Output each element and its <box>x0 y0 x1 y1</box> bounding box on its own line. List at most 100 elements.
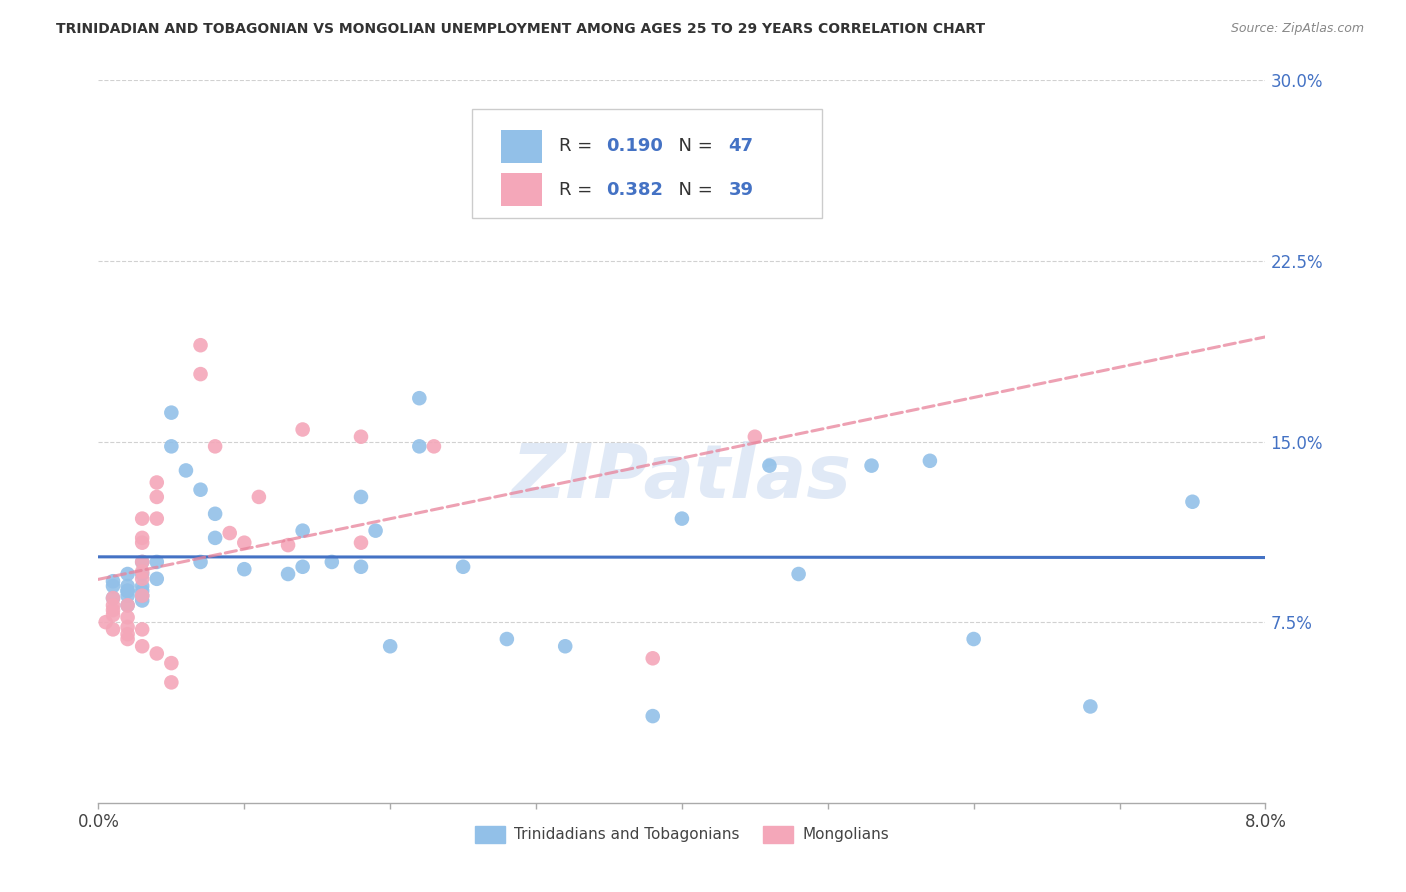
Point <box>860 458 883 473</box>
Point <box>962 632 984 646</box>
Point <box>350 490 373 504</box>
Point <box>146 490 169 504</box>
Point <box>423 439 446 453</box>
FancyBboxPatch shape <box>472 109 823 218</box>
Point <box>146 572 169 586</box>
Point <box>204 531 226 545</box>
Text: R =: R = <box>560 137 599 155</box>
Point <box>350 430 373 444</box>
Point <box>218 526 240 541</box>
Point <box>101 607 124 622</box>
Text: 0.382: 0.382 <box>606 181 664 199</box>
FancyBboxPatch shape <box>501 173 541 206</box>
Point <box>641 651 664 665</box>
Point <box>94 615 117 630</box>
Point <box>117 599 139 613</box>
Text: N =: N = <box>666 137 718 155</box>
Text: N =: N = <box>666 181 718 199</box>
Point <box>131 511 153 525</box>
Point <box>131 555 153 569</box>
Point <box>277 538 299 552</box>
Point <box>131 567 153 582</box>
Point <box>117 632 139 646</box>
Point <box>364 524 387 538</box>
Text: ZIPatlas: ZIPatlas <box>512 442 852 514</box>
Point <box>233 535 256 549</box>
Point <box>131 555 153 569</box>
Point <box>787 567 810 582</box>
Text: R =: R = <box>560 181 599 199</box>
Point <box>117 567 139 582</box>
Point <box>291 559 314 574</box>
Point <box>496 632 519 646</box>
Point <box>291 524 314 538</box>
Point <box>117 620 139 634</box>
Text: 0.190: 0.190 <box>606 137 664 155</box>
FancyBboxPatch shape <box>501 130 541 162</box>
Point <box>101 574 124 589</box>
Point <box>131 589 153 603</box>
Point <box>291 422 314 436</box>
Point <box>101 603 124 617</box>
Point <box>117 583 139 598</box>
Point <box>146 475 169 490</box>
Point <box>554 639 576 653</box>
Point <box>117 589 139 603</box>
Point <box>101 591 124 605</box>
Point <box>131 589 153 603</box>
Point <box>408 439 430 453</box>
Point <box>190 483 212 497</box>
Point <box>131 579 153 593</box>
Point <box>233 562 256 576</box>
Point <box>101 599 124 613</box>
Point <box>321 555 343 569</box>
Point <box>350 559 373 574</box>
Point <box>277 567 299 582</box>
Point <box>131 535 153 549</box>
Point <box>117 627 139 641</box>
Point <box>190 367 212 381</box>
Point <box>131 565 153 579</box>
Point <box>1080 699 1102 714</box>
Point <box>247 490 270 504</box>
Point <box>758 458 780 473</box>
Text: Source: ZipAtlas.com: Source: ZipAtlas.com <box>1230 22 1364 36</box>
Point <box>160 656 183 670</box>
Point <box>101 623 124 637</box>
Point <box>146 647 169 661</box>
Point <box>641 709 664 723</box>
Point <box>117 610 139 624</box>
Point <box>160 439 183 453</box>
Point <box>131 531 153 545</box>
Point <box>918 454 941 468</box>
Point <box>350 535 373 549</box>
Legend: Trinidadians and Tobagonians, Mongolians: Trinidadians and Tobagonians, Mongolians <box>468 820 896 849</box>
Point <box>671 511 693 525</box>
Point <box>131 593 153 607</box>
Point <box>160 406 183 420</box>
Point <box>204 439 226 453</box>
Point <box>408 391 430 405</box>
Point <box>117 599 139 613</box>
Point <box>146 511 169 525</box>
Point <box>1181 494 1204 508</box>
Point <box>101 591 124 605</box>
Point <box>117 583 139 598</box>
Point <box>131 572 153 586</box>
Point <box>190 338 212 352</box>
Text: TRINIDADIAN AND TOBAGONIAN VS MONGOLIAN UNEMPLOYMENT AMONG AGES 25 TO 29 YEARS C: TRINIDADIAN AND TOBAGONIAN VS MONGOLIAN … <box>56 22 986 37</box>
Point <box>160 675 183 690</box>
Point <box>451 559 474 574</box>
Point <box>380 639 402 653</box>
Point <box>190 555 212 569</box>
Point <box>131 623 153 637</box>
Point <box>204 507 226 521</box>
Text: 39: 39 <box>728 181 754 199</box>
Point <box>174 463 197 477</box>
Point <box>131 639 153 653</box>
Point <box>146 555 169 569</box>
Point <box>117 579 139 593</box>
Point <box>744 430 766 444</box>
Text: 47: 47 <box>728 137 754 155</box>
Point <box>101 579 124 593</box>
